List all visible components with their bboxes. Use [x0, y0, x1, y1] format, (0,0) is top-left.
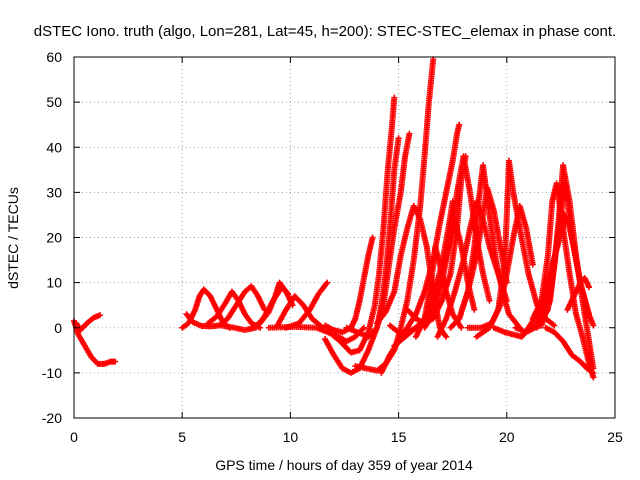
series-10: [322, 234, 376, 336]
grid: [73, 56, 616, 419]
series-13: [343, 130, 413, 340]
y-tick-label: 40: [46, 139, 62, 155]
data-point: [395, 135, 402, 142]
data-point: [590, 322, 597, 329]
data-point: [458, 324, 465, 331]
y-tick-labels: -20 -10 0 10 20 30 40 50 60: [42, 49, 62, 426]
data-point: [112, 358, 119, 365]
data-point: [391, 94, 398, 101]
data-point: [529, 261, 536, 268]
data-point: [586, 284, 593, 291]
y-tick-label: 60: [46, 49, 62, 65]
y-tick-label: 0: [54, 320, 62, 336]
series-7: [274, 293, 326, 331]
y-tick-label: 50: [46, 94, 62, 110]
x-tick-label: 5: [178, 429, 186, 445]
x-tick-label: 15: [391, 429, 407, 445]
data-point: [471, 306, 478, 313]
y-tick-label: 30: [46, 184, 62, 200]
y-tick-label: -20: [42, 410, 62, 426]
data-point: [590, 369, 597, 376]
data-point: [406, 130, 413, 137]
x-axis-label: GPS time / hours of day 359 of year 2014: [215, 457, 473, 473]
series-12: [326, 94, 398, 356]
data-point: [486, 297, 493, 304]
plot-frame: [73, 56, 616, 419]
series-1: [73, 312, 103, 334]
y-tick-label: 10: [46, 275, 62, 291]
data-point: [324, 279, 331, 286]
x-tick-label: 20: [499, 429, 515, 445]
data-point: [369, 234, 376, 241]
series-3: [183, 283, 268, 330]
y-tick-label: -10: [42, 365, 62, 381]
chart-title: dSTEC Iono. truth (algo, Lon=281, Lat=45…: [34, 23, 616, 40]
x-tick-label: 10: [283, 429, 299, 445]
data-point: [96, 312, 103, 319]
x-tick-label: 25: [607, 429, 623, 445]
series-4: [205, 288, 264, 331]
data-point: [456, 121, 463, 128]
ticks: [73, 56, 616, 419]
data-point: [360, 324, 367, 331]
x-tick-labels: 0 5 10 15 20 25: [70, 429, 623, 445]
x-tick-label: 0: [70, 429, 78, 445]
series-32: [542, 324, 597, 376]
y-tick-label: 20: [46, 230, 62, 246]
data-point: [551, 322, 558, 329]
data-markers: [71, 56, 597, 381]
series-33: [564, 275, 593, 313]
data-point: [443, 333, 450, 340]
y-axis-label: dSTEC / TECUs: [5, 187, 21, 289]
